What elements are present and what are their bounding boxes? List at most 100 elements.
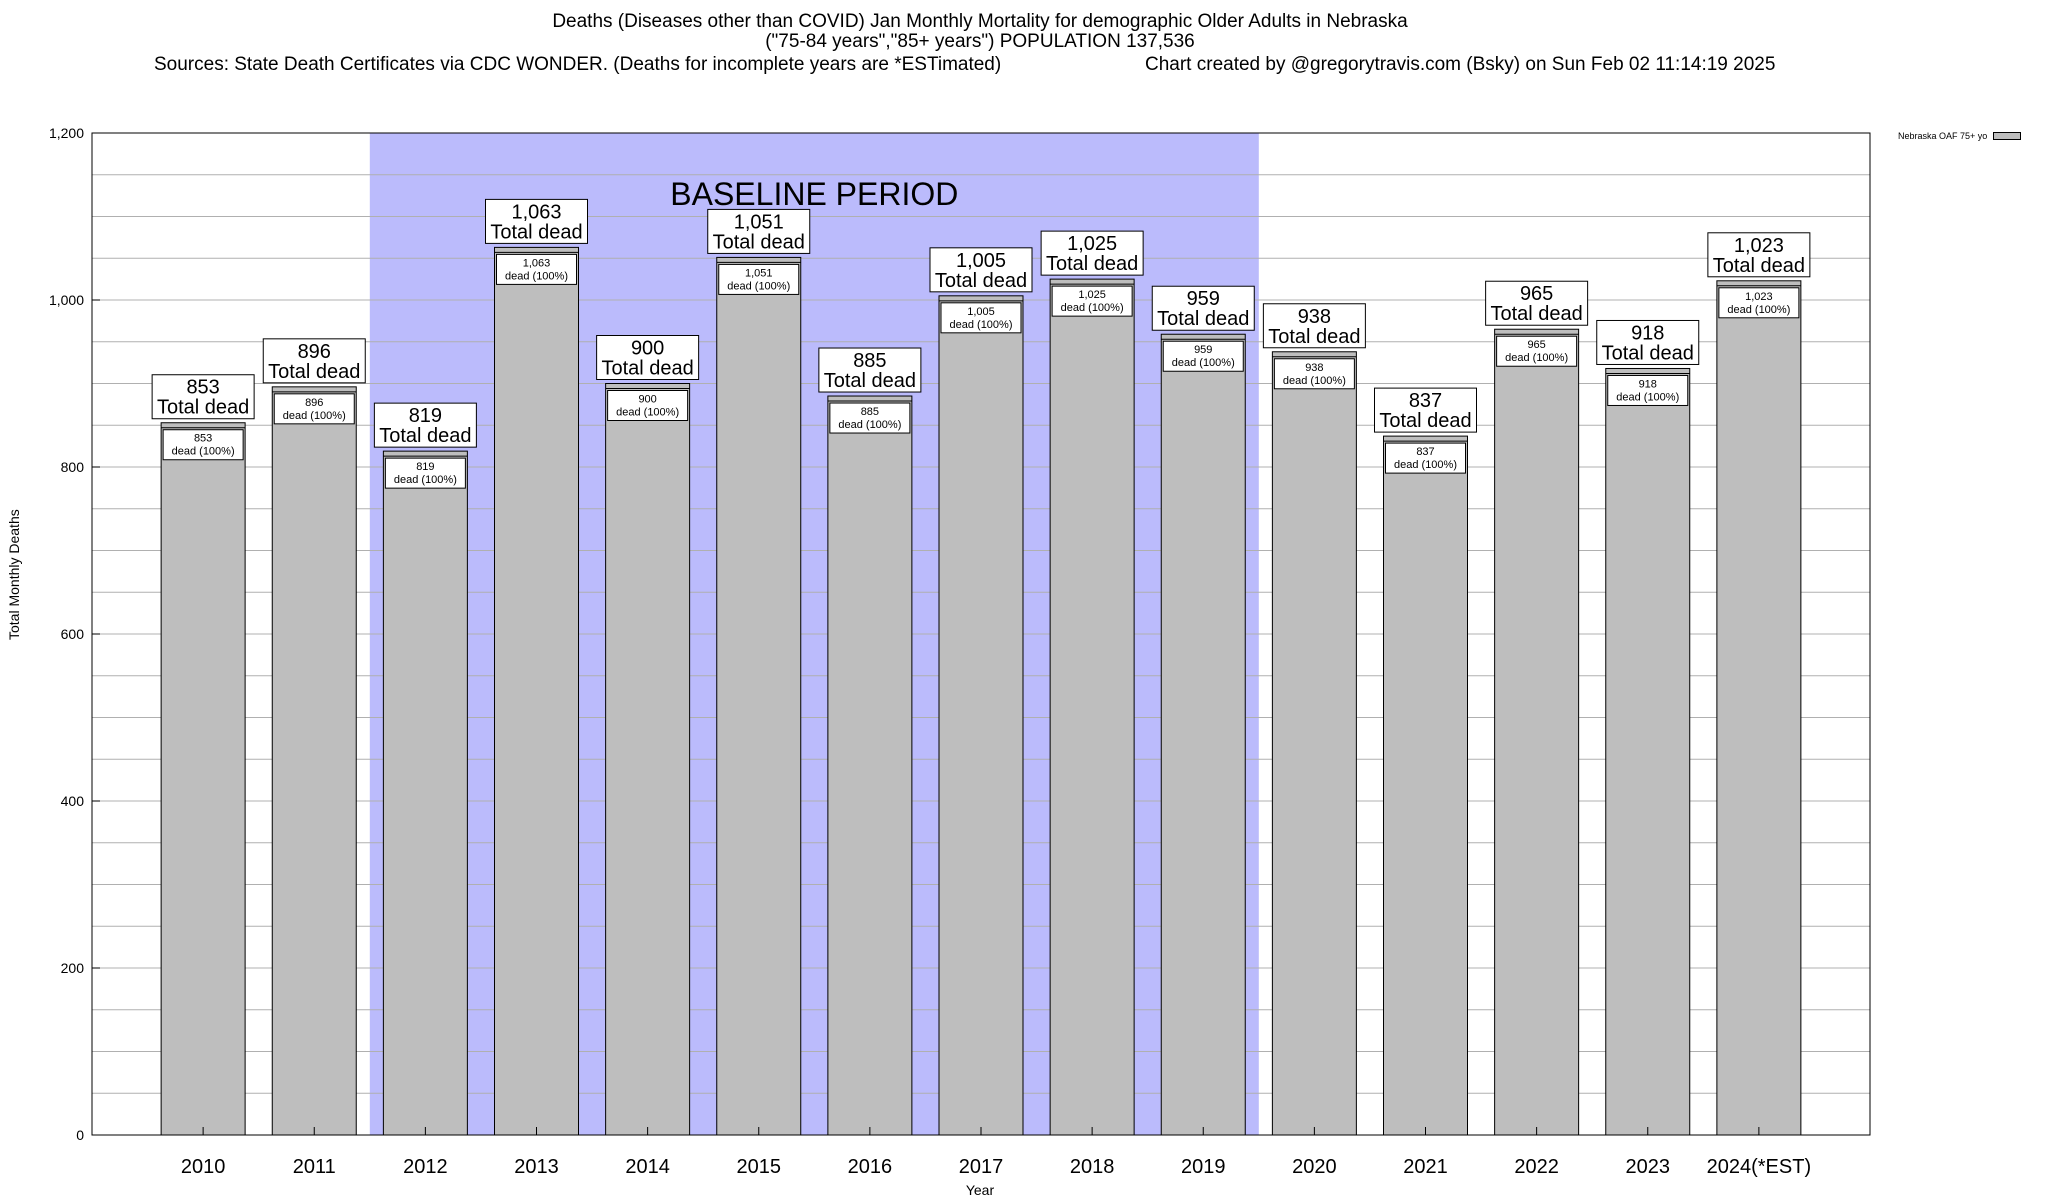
small-value-label: 819: [416, 461, 434, 473]
total-dead-label: Total dead: [1268, 326, 1360, 348]
small-dead-label: dead (100%): [505, 270, 568, 282]
x-tick-label: 2024(*EST): [1707, 1156, 1812, 1178]
total-dead-label: Total dead: [490, 221, 582, 243]
small-value-label: 1,023: [1745, 291, 1773, 303]
total-dead-label: Total dead: [824, 370, 916, 392]
small-label-box: [162, 429, 244, 461]
small-dead-label: dead (100%): [950, 319, 1013, 331]
total-dead-label: Total dead: [935, 270, 1027, 292]
total-value-label: 918: [1631, 322, 1664, 344]
small-value-label: 885: [861, 406, 879, 418]
small-dead-label: dead (100%): [1394, 459, 1457, 471]
small-label-box: [1718, 287, 1800, 319]
legend: Nebraska OAF 75+ yo: [1898, 131, 2022, 141]
x-tick-label: 2023: [1626, 1156, 1671, 1178]
small-label-box: [940, 302, 1022, 334]
x-tick-label: 2012: [403, 1156, 448, 1178]
small-dead-label: dead (100%): [1727, 304, 1790, 316]
total-dead-label: Total dead: [601, 358, 693, 380]
x-tick-label: 2015: [737, 1156, 782, 1178]
total-value-label: 837: [1409, 390, 1442, 412]
bar-2015: [716, 256, 802, 1136]
bar-2022: [1494, 328, 1580, 1136]
x-tick-label: 2016: [848, 1156, 893, 1178]
x-tick-label: 2022: [1514, 1156, 1559, 1178]
small-label-box: [1051, 285, 1133, 317]
small-value-label: 959: [1194, 344, 1212, 356]
total-dead-label: Total dead: [379, 425, 471, 447]
total-value-label: 1,005: [956, 250, 1006, 272]
x-tick-label: 2017: [959, 1156, 1004, 1178]
total-value-label: 1,063: [511, 201, 561, 223]
total-value-label: 1,023: [1734, 235, 1784, 257]
x-tick-label: 2014: [625, 1156, 670, 1178]
small-dead-label: dead (100%): [394, 474, 457, 486]
bar-2017: [938, 295, 1024, 1136]
small-label-box: [384, 457, 466, 489]
total-dead-label: Total dead: [1602, 342, 1694, 364]
y-tick-label: 200: [61, 960, 85, 976]
small-value-label: 1,005: [967, 306, 995, 318]
bar-2011: [271, 386, 357, 1136]
small-label-box: [829, 402, 911, 434]
credit-note: Chart created by @gregorytravis.com (Bsk…: [1145, 54, 1776, 75]
y-tick-label: 1,000: [49, 292, 84, 308]
small-value-label: 965: [1527, 339, 1545, 351]
small-value-label: 900: [638, 394, 656, 406]
bar-2014: [605, 383, 691, 1136]
total-dead-label: Total dead: [157, 397, 249, 419]
total-label-box: [1485, 280, 1589, 326]
small-dead-label: dead (100%): [283, 410, 346, 422]
total-label-box: [1262, 303, 1366, 349]
bar-2018: [1049, 278, 1135, 1136]
x-tick-label: 2011: [293, 1156, 336, 1178]
total-value-label: 853: [186, 377, 219, 399]
small-value-label: 837: [1416, 446, 1434, 458]
small-label-box: [607, 390, 689, 421]
total-dead-label: Total dead: [1490, 303, 1582, 325]
small-value-label: 853: [194, 433, 212, 445]
total-value-label: 959: [1187, 288, 1220, 310]
total-label-box: [596, 335, 700, 380]
bar-2024(*EST): [1716, 280, 1802, 1136]
plot-frame: [91, 132, 1871, 1136]
small-value-label: 896: [305, 397, 323, 409]
total-dead-label: Total dead: [713, 231, 805, 253]
bar-2020: [1271, 351, 1357, 1136]
total-dead-label: Total dead: [1713, 255, 1805, 277]
chart-title: Deaths (Diseases other than COVID) Jan M…: [0, 12, 1960, 52]
x-tick-label: 2020: [1292, 1156, 1337, 1178]
total-label-box: [151, 374, 255, 420]
total-value-label: 896: [298, 341, 331, 363]
small-dead-label: dead (100%): [727, 280, 790, 292]
small-value-label: 918: [1639, 378, 1657, 390]
total-label-box: [1374, 387, 1477, 433]
small-label-box: [1162, 340, 1244, 372]
small-label-box: [273, 393, 355, 425]
total-label-box: [1596, 319, 1700, 365]
y-axis-label: Total Monthly Deaths: [6, 509, 22, 640]
small-dead-label: dead (100%): [838, 419, 901, 431]
total-label-box: [1040, 230, 1144, 276]
total-value-label: 885: [853, 350, 886, 372]
x-tick-label: 2013: [514, 1156, 559, 1178]
total-label-box: [1151, 285, 1255, 331]
total-dead-label: Total dead: [1157, 308, 1249, 330]
small-label-box: [1496, 335, 1578, 367]
small-label-box: [1607, 374, 1689, 406]
total-label-box: [818, 347, 922, 393]
small-value-label: 1,025: [1078, 289, 1106, 301]
total-label-box: [373, 402, 477, 448]
total-value-label: 819: [409, 405, 442, 427]
small-value-label: 1,051: [745, 267, 773, 279]
x-tick-label: 2019: [1181, 1156, 1226, 1178]
small-dead-label: dead (100%): [1061, 302, 1124, 314]
bar-2021: [1383, 435, 1468, 1136]
legend-label: Nebraska OAF 75+ yo: [1898, 131, 1988, 141]
total-value-label: 965: [1520, 283, 1553, 305]
bar-2016: [827, 395, 913, 1136]
total-dead-label: Total dead: [1046, 253, 1138, 275]
small-dead-label: dead (100%): [1616, 391, 1679, 403]
sources-note: Sources: State Death Certificates via CD…: [154, 54, 1002, 75]
